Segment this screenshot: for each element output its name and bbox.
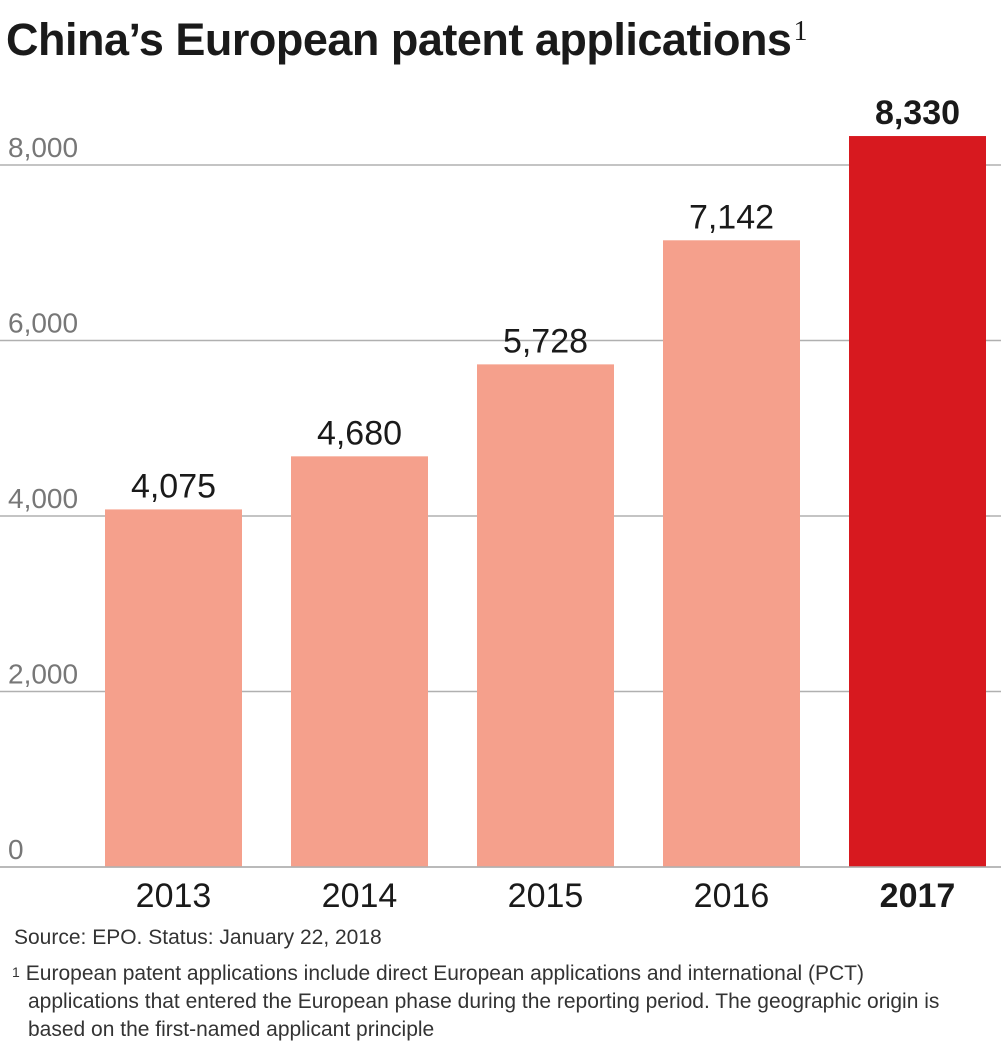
bar	[849, 136, 986, 868]
x-tick-label: 2015	[508, 877, 584, 915]
y-tick-label: 6,000	[8, 308, 78, 339]
footnote: 1 European patent applications include di…	[12, 960, 972, 1044]
bar	[477, 364, 614, 867]
title-footnote-mark: 1	[793, 16, 807, 47]
data-label: 4,680	[317, 414, 402, 452]
x-tick-label: 2014	[322, 877, 398, 915]
data-label: 8,330	[875, 94, 960, 132]
footnote-mark: 1	[12, 964, 20, 980]
chart-title: China’s European patent applications1	[6, 14, 807, 66]
bar	[105, 509, 242, 867]
bar	[663, 240, 800, 868]
data-label: 7,142	[689, 198, 774, 236]
y-tick-label: 4,000	[8, 483, 78, 514]
source-note: Source: EPO. Status: January 22, 2018	[14, 926, 382, 949]
y-tick-label: 0	[8, 834, 24, 865]
chart-title-text: China’s European patent applications	[6, 14, 792, 65]
x-tick-label: 2017	[880, 877, 956, 915]
data-label: 4,075	[131, 467, 216, 505]
data-label: 5,728	[503, 322, 588, 360]
y-tick-label: 8,000	[8, 132, 78, 163]
x-tick-label: 2016	[694, 877, 770, 915]
footnote-text: European patent applications include dir…	[25, 962, 940, 1041]
bar	[291, 456, 428, 867]
x-tick-label: 2013	[136, 877, 212, 915]
y-tick-label: 2,000	[8, 659, 78, 690]
